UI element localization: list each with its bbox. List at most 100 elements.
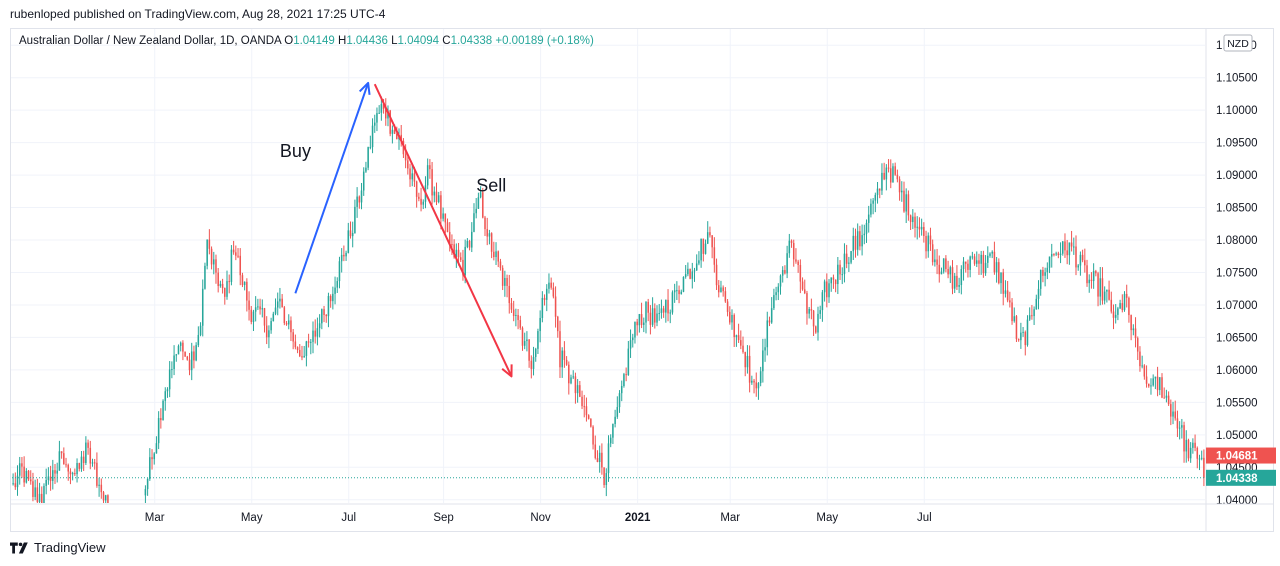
candle-body <box>365 167 367 172</box>
candle-body <box>901 190 903 193</box>
candle-body <box>448 231 451 245</box>
candle-body <box>76 463 78 475</box>
candle-body <box>239 255 242 276</box>
candle-body <box>570 377 572 384</box>
buy-arrow[interactable] <box>294 81 371 294</box>
candle-body <box>658 313 660 315</box>
candle-body <box>702 238 705 254</box>
candle-body <box>1035 298 1038 310</box>
candle-body <box>276 301 279 308</box>
candle-body <box>60 451 63 454</box>
candle-body <box>742 345 744 353</box>
candle-body <box>303 355 305 358</box>
candle-body <box>574 376 577 394</box>
candle-body <box>784 270 786 274</box>
candle-body <box>1092 271 1095 282</box>
candle-body <box>1057 253 1060 255</box>
candle-body <box>446 222 449 232</box>
candle-body <box>1037 288 1040 299</box>
candle-body <box>907 194 910 216</box>
candle-body <box>903 190 905 212</box>
candle-body <box>466 240 469 247</box>
annotations[interactable]: Buy Sell <box>280 81 513 378</box>
candle-body <box>1013 316 1016 322</box>
candle-body <box>561 350 563 368</box>
candle-body <box>638 314 641 326</box>
candle-body <box>576 385 579 394</box>
candle-body <box>984 262 987 274</box>
candle-body <box>1167 395 1170 405</box>
candle-body <box>909 215 912 223</box>
candle-body <box>252 311 255 322</box>
candle-body <box>987 255 989 263</box>
sell-label[interactable]: Sell <box>476 175 506 195</box>
candle-body <box>799 265 802 282</box>
candle-body <box>1048 256 1051 268</box>
candle-body <box>168 369 171 390</box>
candle-body <box>640 314 643 325</box>
tradingview-brand: TradingView <box>34 540 106 555</box>
candle-body <box>369 147 372 149</box>
candle-body <box>21 463 23 467</box>
candle-body <box>667 299 669 314</box>
candle-body <box>215 259 217 273</box>
legend-high-label: H <box>338 35 347 47</box>
candle-body <box>307 341 310 343</box>
candle-body <box>197 334 200 346</box>
currency-button[interactable]: NZD <box>1223 34 1253 52</box>
candle-body <box>823 281 826 293</box>
price-label-green: 1.04338 <box>1206 469 1276 486</box>
candle-body <box>1011 302 1013 322</box>
candle-body <box>1172 411 1174 417</box>
candle-body <box>843 253 846 275</box>
candle-body <box>468 240 471 248</box>
candles <box>12 96 1205 503</box>
candle-body <box>237 255 239 257</box>
candle-body <box>898 179 901 193</box>
candle-body <box>733 314 735 338</box>
candle-body <box>265 325 268 338</box>
candle-body <box>354 206 356 233</box>
candle-body <box>12 483 14 485</box>
tradingview-footer[interactable]: TradingView <box>10 540 106 555</box>
candle-body <box>104 495 107 501</box>
candle-body <box>537 331 539 349</box>
candle-body <box>1079 254 1082 266</box>
candle-body <box>854 235 857 250</box>
candle-body <box>867 214 870 223</box>
candle-body <box>287 320 290 325</box>
candle-body <box>299 349 301 357</box>
candle-body <box>411 173 414 180</box>
candle-body <box>565 359 568 365</box>
candle-body <box>1015 316 1018 340</box>
candle-body <box>676 290 678 292</box>
candle-body <box>1174 411 1177 419</box>
y-tick-label: 1.08000 <box>1216 235 1258 247</box>
candle-body <box>918 226 921 230</box>
candle-body <box>691 271 694 279</box>
candle-body <box>281 298 283 308</box>
candle-body <box>164 391 167 401</box>
y-tick-label: 1.10500 <box>1216 73 1258 85</box>
candle-body <box>1017 339 1020 341</box>
candle-body <box>746 355 749 368</box>
candle-body <box>272 313 275 322</box>
candle-body <box>559 331 561 368</box>
x-tick-label: Jul <box>917 512 932 524</box>
candle-body <box>709 232 711 236</box>
candle-body <box>731 314 733 323</box>
buy-label[interactable]: Buy <box>280 141 311 161</box>
candle-body <box>1189 447 1192 459</box>
x-tick-label: Jul <box>341 512 356 524</box>
candle-body <box>1022 331 1024 333</box>
y-tick-label: 1.06000 <box>1216 365 1258 377</box>
candle-body <box>837 264 839 285</box>
legend-open: 1.04149 <box>293 35 335 47</box>
candle-body <box>993 251 996 273</box>
candle-body <box>1088 279 1090 284</box>
candle-body <box>382 104 385 109</box>
sell-arrow[interactable] <box>373 83 513 378</box>
candle-body <box>78 463 81 469</box>
candle-body <box>501 267 504 286</box>
